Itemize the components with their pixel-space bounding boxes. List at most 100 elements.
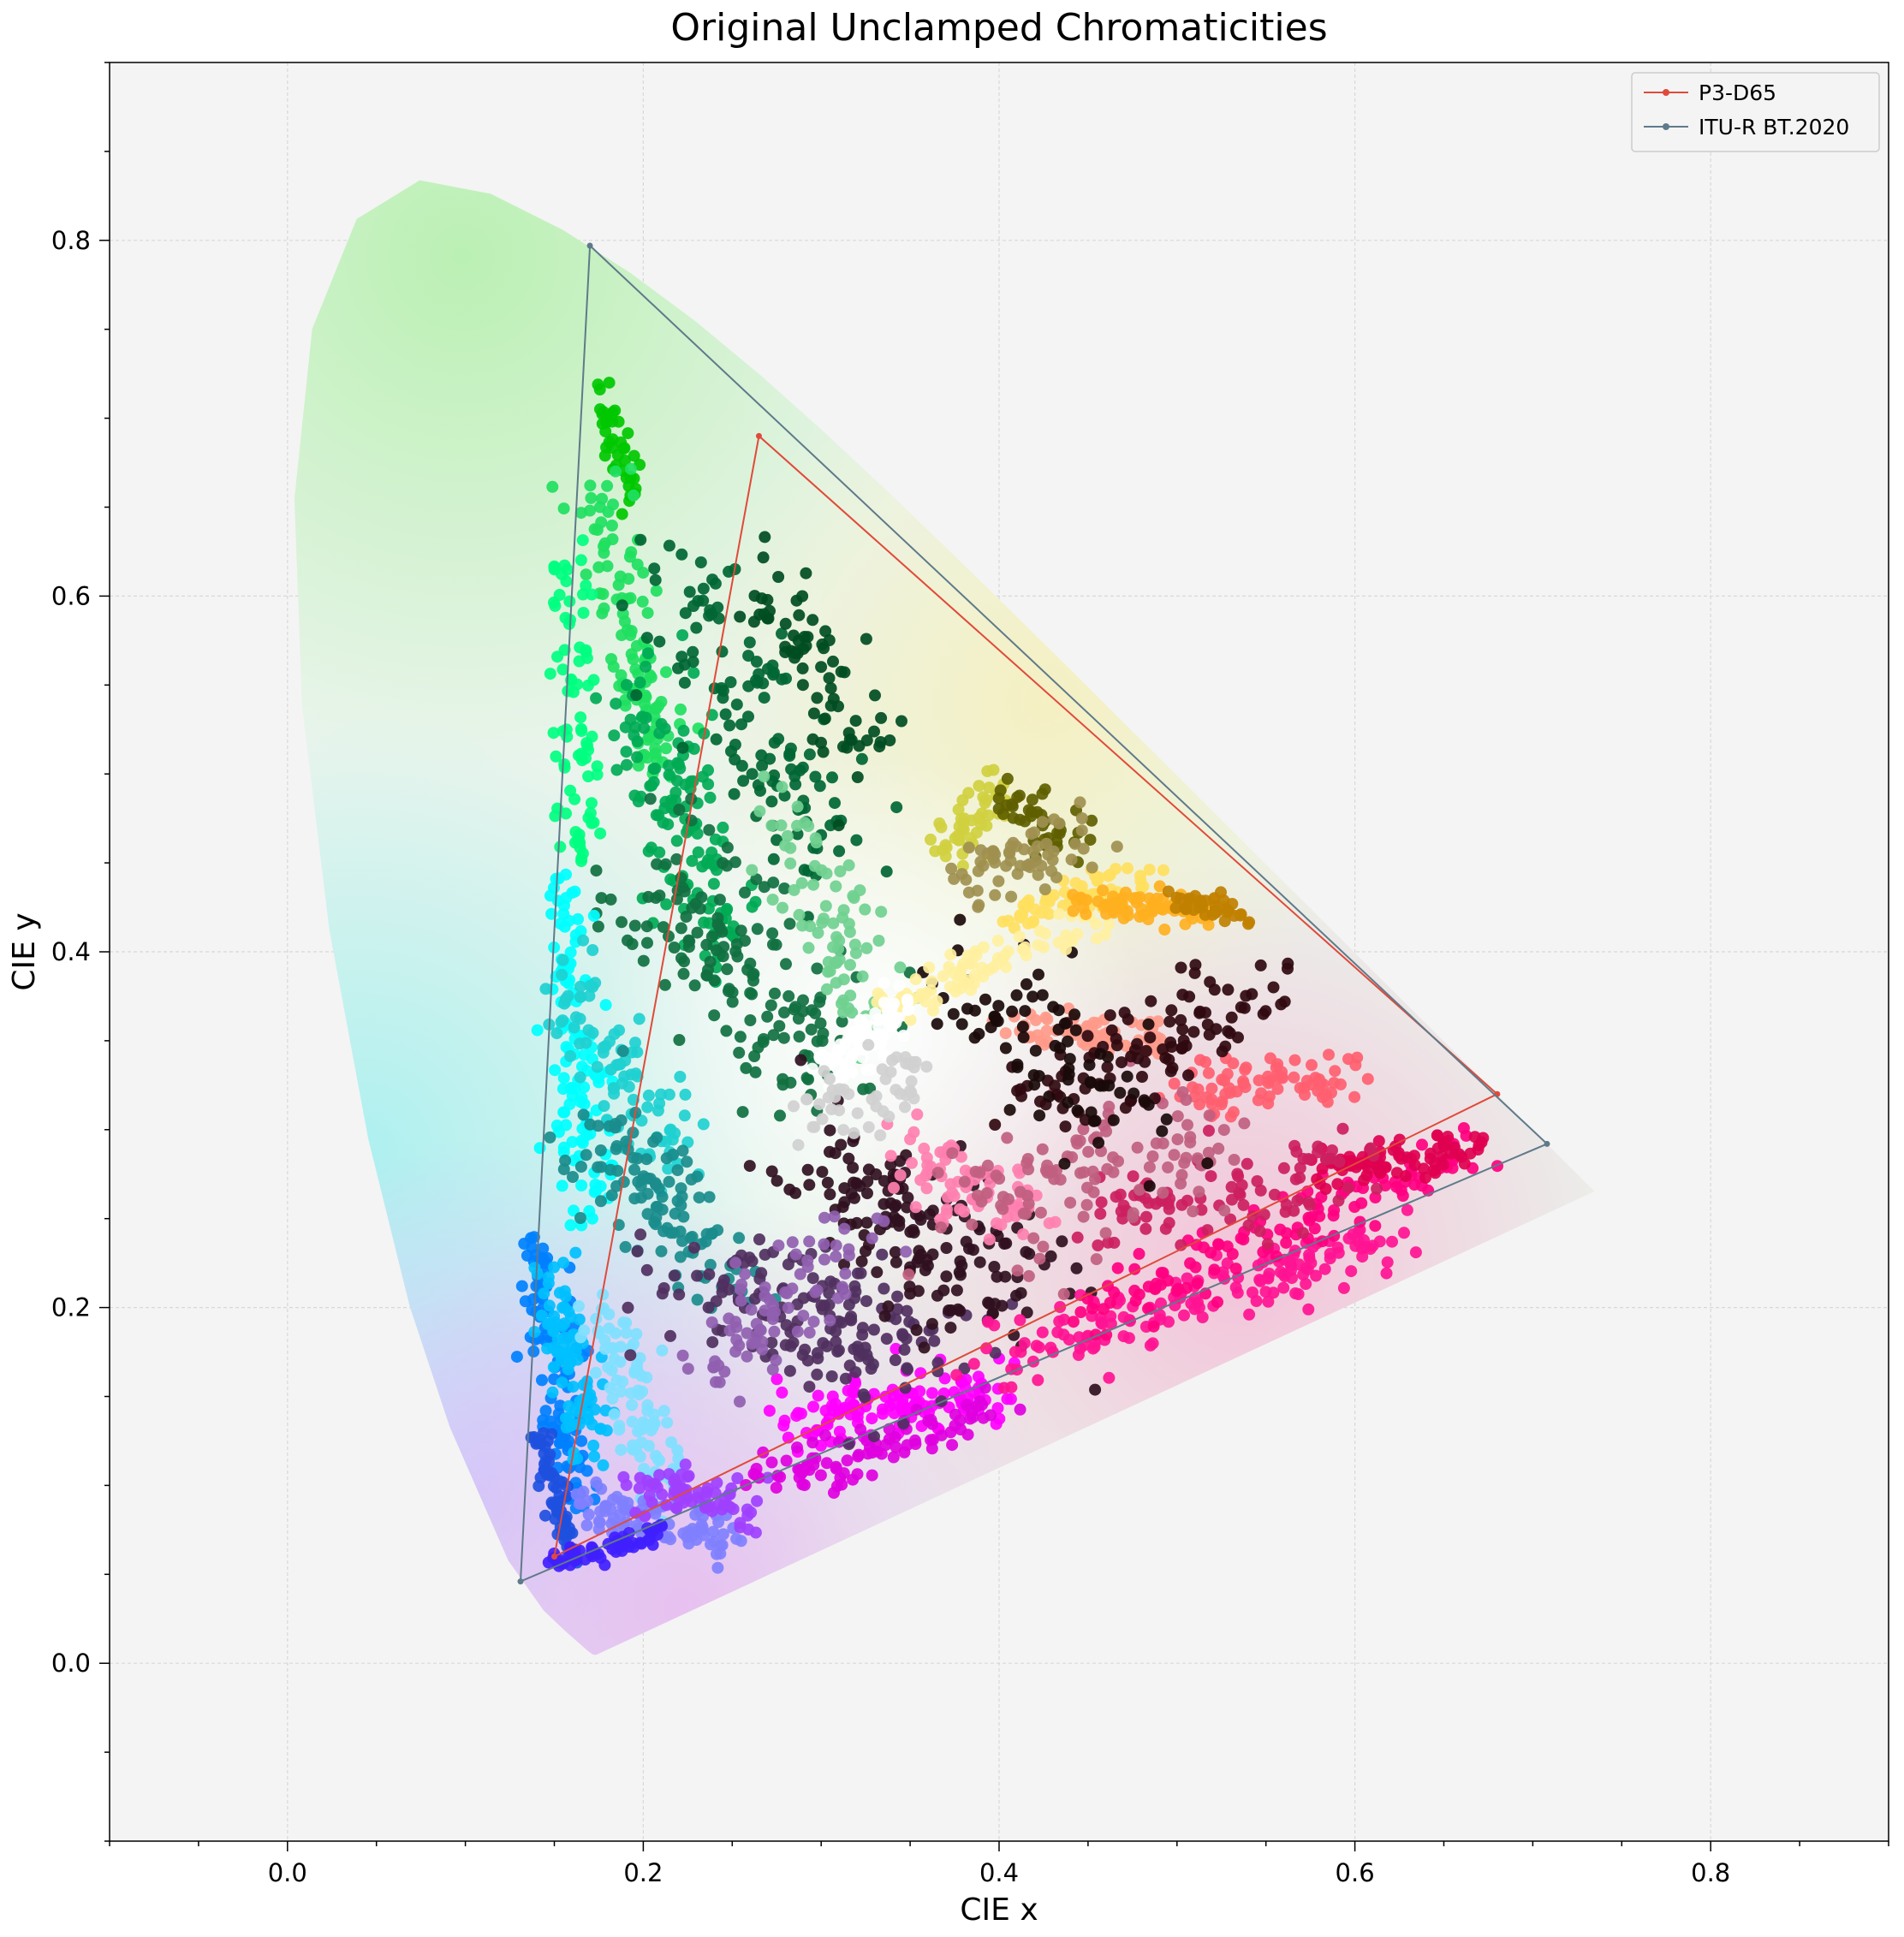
scatter-point [599, 999, 612, 1012]
scatter-point [973, 1256, 986, 1269]
scatter-point [901, 1362, 913, 1375]
scatter-point [1070, 894, 1083, 906]
scatter-point [1001, 1132, 1014, 1144]
scatter-point [691, 827, 704, 840]
scatter-point [743, 1251, 756, 1264]
scatter-point [1329, 1065, 1342, 1078]
scatter-point [585, 491, 598, 504]
scatter-point [1458, 1157, 1471, 1170]
scatter-point [528, 1326, 541, 1338]
scatter-point [765, 999, 777, 1012]
scatter-point [1011, 1264, 1024, 1277]
scatter-point [1417, 1162, 1430, 1175]
scatter-point [1218, 1204, 1231, 1217]
scatter-point [906, 1156, 918, 1169]
scatter-point [753, 668, 765, 680]
scatter-point [788, 1100, 800, 1113]
scatter-point [788, 651, 801, 664]
scatter-point [595, 1482, 608, 1495]
scatter-point [1074, 1306, 1087, 1318]
scatter-point [638, 722, 651, 734]
scatter-point [1203, 1125, 1215, 1137]
scatter-point [735, 759, 748, 772]
scatter-point [857, 1388, 870, 1401]
scatter-point [1395, 1152, 1407, 1165]
scatter-point [590, 865, 603, 877]
scatter-point [757, 1033, 770, 1045]
scatter-point [871, 1212, 884, 1225]
scatter-point [817, 1337, 830, 1350]
scatter-point [824, 1072, 836, 1085]
scatter-point [1072, 1349, 1085, 1361]
scatter-point [1014, 1286, 1027, 1299]
scatter-point [1302, 1153, 1315, 1165]
scatter-point [616, 508, 628, 520]
scatter-point [1335, 1078, 1347, 1090]
scatter-point [890, 1441, 902, 1454]
scatter-point [954, 1304, 967, 1317]
scatter-point [786, 1236, 799, 1249]
scatter-point [767, 876, 780, 889]
scatter-point [904, 1013, 917, 1026]
scatter-point [1229, 1281, 1242, 1294]
scatter-point [1365, 1142, 1377, 1155]
scatter-point [824, 965, 836, 977]
scatter-point [779, 617, 792, 630]
scatter-point [827, 655, 839, 668]
scatter-point [713, 1376, 726, 1388]
scatter-point [793, 908, 806, 921]
scatter-point [753, 608, 766, 621]
scatter-point [1032, 968, 1044, 981]
scatter-point [580, 1519, 593, 1531]
scatter-point [626, 1416, 639, 1428]
scatter-point [1105, 1024, 1118, 1037]
scatter-point [1097, 884, 1110, 897]
scatter-point [955, 1423, 967, 1436]
scatter-point [580, 568, 592, 581]
scatter-point [595, 892, 608, 905]
scatter-point [554, 841, 567, 853]
scatter-point [651, 1132, 663, 1144]
scatter-point [1107, 1114, 1120, 1126]
scatter-point [789, 778, 802, 791]
scatter-point [703, 1191, 716, 1203]
scatter-point [1254, 959, 1267, 971]
scatter-point [678, 676, 691, 689]
scatter-point [686, 854, 699, 867]
scatter-point [1159, 1222, 1172, 1235]
scatter-point [803, 1326, 816, 1339]
scatter-point [734, 1031, 747, 1043]
scatter-point [815, 661, 828, 674]
scatter-point [828, 1487, 840, 1499]
scatter-point [704, 791, 717, 804]
scatter-point [901, 1191, 914, 1204]
scatter-point [680, 911, 693, 923]
scatter-point [860, 633, 872, 645]
scatter-point [664, 1329, 676, 1342]
scatter-point [966, 1218, 979, 1231]
scatter-point [1178, 1309, 1190, 1322]
scatter-point [679, 1459, 692, 1471]
scatter-point [576, 534, 589, 547]
scatter-point [628, 489, 640, 502]
scatter-point [549, 1064, 562, 1077]
scatter-point [550, 750, 562, 763]
scatter-point [653, 635, 666, 648]
scatter-point [819, 625, 832, 638]
scatter-point [578, 1049, 591, 1061]
scatter-point [604, 893, 617, 906]
scatter-point [616, 1495, 629, 1507]
scatter-point [641, 1405, 654, 1417]
scatter-point [626, 1399, 639, 1411]
scatter-point [688, 979, 701, 992]
scatter-point [693, 902, 706, 915]
scatter-point [697, 582, 710, 595]
scatter-point [773, 1019, 786, 1032]
scatter-point [955, 812, 967, 825]
scatter-point [781, 829, 794, 842]
scatter-point [623, 550, 636, 563]
scatter-point [1132, 1052, 1145, 1065]
scatter-point [1259, 1005, 1272, 1018]
scatter-point [692, 1491, 705, 1504]
scatter-point [855, 1255, 868, 1268]
